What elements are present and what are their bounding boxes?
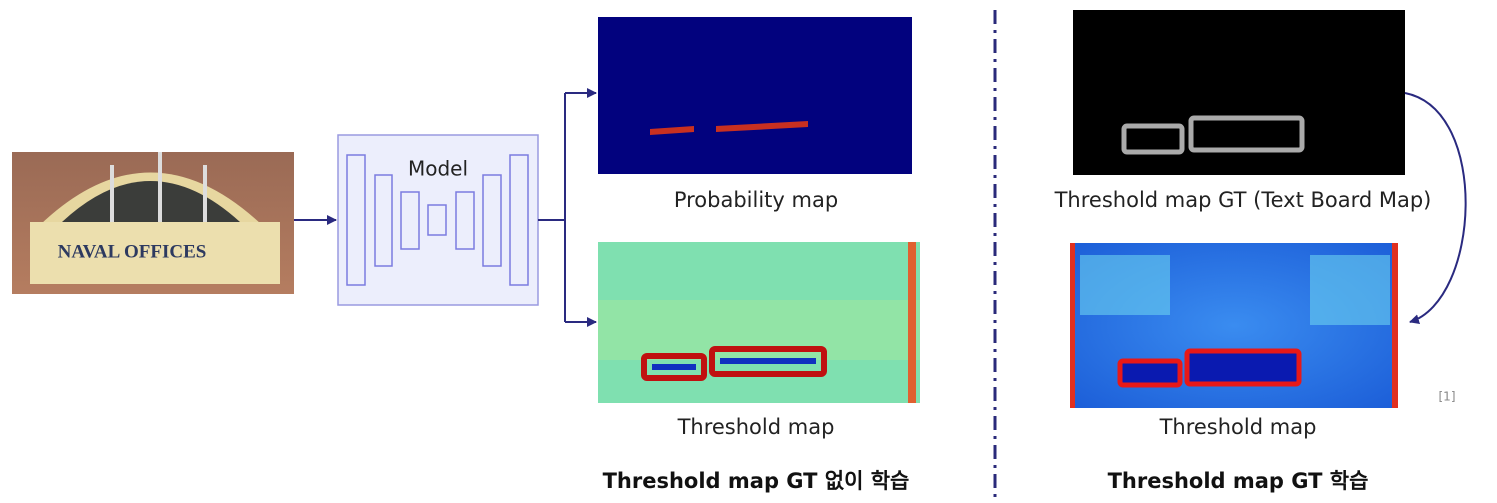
sign-text: NAVAL OFFICES bbox=[58, 241, 207, 262]
model-label: Model bbox=[408, 157, 468, 181]
threshold-map-right bbox=[1070, 243, 1398, 408]
input-photo: NAVAL OFFICES bbox=[12, 152, 294, 294]
probability-map bbox=[598, 17, 912, 174]
model-block bbox=[337, 134, 539, 306]
caption: Probability map bbox=[674, 188, 838, 212]
arrow bbox=[1404, 92, 1467, 325]
caption: Threshold map bbox=[677, 415, 835, 439]
panel-title: Threshold map GT 없이 학습 bbox=[603, 469, 910, 493]
caption: Threshold map GT (Text Board Map) bbox=[1054, 188, 1432, 212]
threshold-map-left bbox=[598, 242, 920, 403]
caption: Threshold map bbox=[1159, 415, 1317, 439]
connector bbox=[538, 93, 566, 322]
panel-title: Threshold map GT 학습 bbox=[1108, 469, 1369, 493]
reference: [1] bbox=[1439, 390, 1456, 404]
threshold-gt-map bbox=[1073, 10, 1405, 175]
